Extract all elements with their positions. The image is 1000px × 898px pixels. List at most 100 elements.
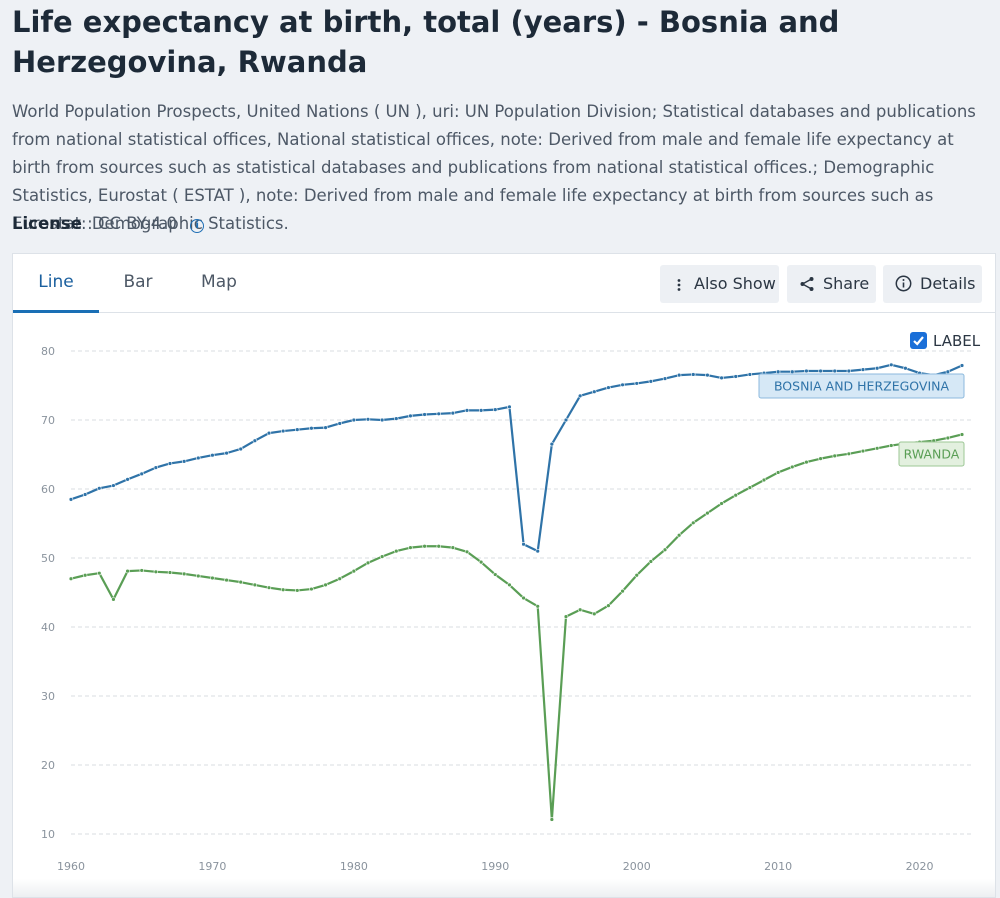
data-point-rwanda [521,595,526,601]
data-point-rwanda [691,520,696,526]
label-checkbox[interactable] [910,332,927,349]
info-icon[interactable]: i [190,219,205,233]
share-button[interactable]: Share [787,265,876,303]
data-point-rwanda [210,575,215,581]
data-point-bosnia [111,483,116,488]
data-point-bosnia [68,497,74,502]
data-point-bosnia [860,367,866,372]
series-label-box-rwanda [898,441,965,467]
data-point-bosnia [889,362,894,368]
data-point-rwanda [351,568,357,574]
data-point-rwanda [196,573,201,579]
x-tick-label: 2000 [623,860,651,873]
data-point-rwanda [549,817,555,822]
data-point-bosnia [648,379,654,384]
tab-line[interactable]: Line [13,254,99,313]
data-point-bosnia [379,417,385,423]
series-label-bosnia: BOSNIA AND HERZEGOVINA [774,379,950,394]
share-label: Share [823,274,870,293]
data-point-rwanda [676,533,682,538]
data-point-rwanda [592,611,597,617]
data-point-bosnia [606,385,611,390]
y-tick-label: 60 [41,483,55,496]
data-point-rwanda [224,577,229,583]
y-tick-label: 70 [41,414,55,427]
data-point-bosnia [874,366,880,371]
x-tick-label: 1980 [340,860,368,873]
data-point-rwanda [295,588,300,593]
data-point-rwanda [620,588,625,594]
data-point-rwanda [874,446,880,451]
data-point-bosnia [832,368,837,374]
tab-map[interactable]: Map [201,272,237,292]
x-tick-label: 1970 [198,860,226,873]
data-point-bosnia [238,446,243,452]
y-tick-label: 50 [41,552,55,565]
chart-panel: Line Bar Map Also Show Share Details [12,253,996,898]
data-point-rwanda [761,477,767,483]
data-point-rwanda [507,582,512,588]
data-point-bosnia [422,412,427,417]
data-point-rwanda [450,545,456,550]
page-title: Life expectancy at birth, total (years) … [12,5,840,79]
y-tick-label: 30 [41,690,55,703]
data-point-bosnia [775,369,781,374]
data-point-rwanda [775,470,781,475]
data-point-rwanda [464,549,470,554]
also-show-button[interactable]: Also Show [660,265,779,303]
y-tick-label: 10 [41,828,55,841]
data-point-bosnia [210,452,215,458]
data-point-bosnia [450,410,456,416]
data-point-rwanda [97,570,102,576]
data-point-bosnia [365,417,371,422]
data-point-rwanda [280,587,286,592]
data-point-rwanda [535,604,540,609]
data-point-rwanda [705,510,710,516]
data-point-bosnia [521,542,526,547]
data-point-rwanda [606,603,611,608]
y-tick-label: 20 [41,759,55,772]
checkmark-icon [913,336,924,346]
chart-tabs: Line Bar Map Also Show Share Details [13,254,995,313]
share-icon [800,277,814,291]
data-point-bosnia [196,455,201,461]
data-point-bosnia [620,382,625,388]
license: License : CC BY-4.0 i [12,212,205,236]
data-point-bosnia [959,363,965,368]
data-point-rwanda [323,582,328,588]
data-point-rwanda [337,576,342,581]
data-point-rwanda [436,544,441,549]
data-point-rwanda [478,559,484,565]
data-point-rwanda [181,571,187,577]
data-point-bosnia [153,465,159,470]
data-point-bosnia [563,417,569,423]
tab-bar[interactable]: Bar [123,272,153,292]
data-point-bosnia [507,404,512,410]
data-point-bosnia [266,430,272,436]
data-point-bosnia [323,425,328,430]
data-point-bosnia [676,372,682,378]
data-point-rwanda [493,572,498,577]
data-point-bosnia [634,381,639,386]
data-point-bosnia [818,368,823,374]
data-point-bosnia [846,368,852,374]
data-point-rwanda [238,579,243,585]
data-point-rwanda [309,586,314,592]
data-point-bosnia [97,486,102,491]
data-point-bosnia [252,438,258,443]
data-point-rwanda [790,464,795,470]
data-point-bosnia [662,376,668,381]
y-tick-label: 40 [41,621,55,634]
also-show-label: Also Show [694,274,776,293]
source-description: World Population Prospects, United Natio… [12,102,976,233]
data-point-rwanda [563,614,569,619]
details-button[interactable]: Details [883,265,982,303]
data-point-rwanda [577,607,583,612]
label-toggle[interactable]: LABEL [910,331,980,351]
data-point-rwanda [422,544,427,549]
data-point-bosnia [945,369,951,374]
series-line-bosnia [70,363,963,553]
data-point-rwanda [846,451,852,457]
data-point-bosnia [577,393,583,399]
data-point-bosnia [408,413,413,419]
